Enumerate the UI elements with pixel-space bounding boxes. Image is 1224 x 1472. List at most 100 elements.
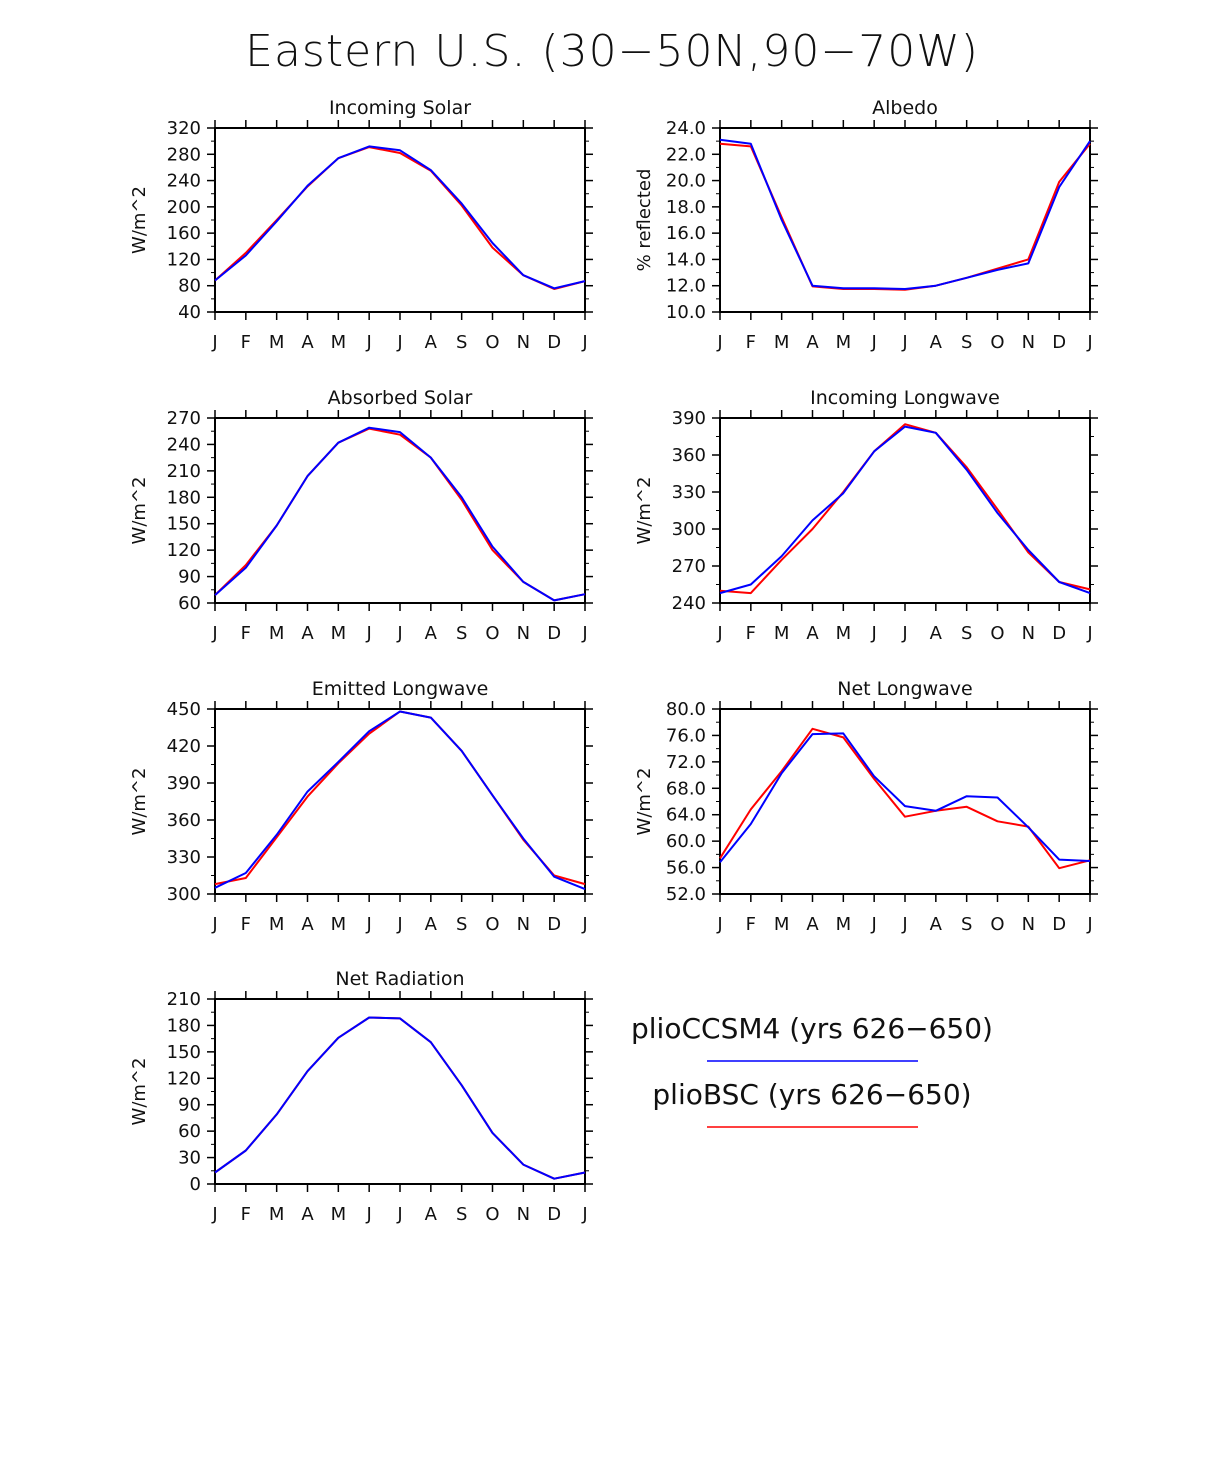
panel-net-longwave-xtick-label: F	[746, 914, 756, 935]
panel-net-longwave-ytick-label: 56.0	[666, 858, 706, 879]
panel-albedo-xtick-label: J	[1086, 332, 1092, 353]
panel-absorbed-solar-ytick-label: 120	[167, 540, 201, 561]
panel-incoming-solar-ytick-label: 40	[178, 302, 201, 323]
panel-incoming-longwave-xtick-label: A	[930, 623, 943, 644]
panel-incoming-longwave-xtick-label: J	[871, 623, 877, 644]
panel-emitted-longwave-frame	[214, 708, 586, 895]
panel-net-longwave-ytick-label: 80.0	[666, 699, 706, 720]
panel-net-radiation-series-plioccsm4-yrs-626-650	[214, 1016, 586, 1180]
panel-emitted-longwave-xtick-label: M	[269, 914, 285, 935]
panel-emitted-longwave-ytick-label: 390	[167, 773, 201, 794]
panel-emitted-longwave-xtick-label: O	[485, 914, 499, 935]
panel-net-longwave-xtick-label: J	[716, 914, 722, 935]
panel-incoming-solar-xtick-label: N	[517, 332, 530, 353]
panel-emitted-longwave-xtick-label: A	[425, 914, 438, 935]
panel-net-longwave-series-plioccsm4-yrs-626-650	[719, 732, 1091, 863]
panel-net-radiation-title: Net Radiation	[335, 968, 464, 990]
panel-incoming-longwave-series-pliobsc-yrs-626-650	[719, 423, 1091, 595]
figure-title: Eastern U.S. (30−50N,90−70W)	[245, 26, 979, 77]
panel-net-longwave-xtick-label: D	[1052, 914, 1066, 935]
panel-absorbed-solar-ytick-label: 210	[167, 461, 201, 482]
panel-absorbed-solar-xtick-label: S	[456, 623, 467, 644]
panel-albedo-series-plioccsm4-yrs-626-650	[719, 138, 1091, 290]
panel-net-longwave-ytick-label: 64.0	[666, 805, 706, 826]
panel-incoming-longwave-ytick-label: 240	[672, 593, 706, 614]
panel-emitted-longwave-series-plioccsm4-yrs-626-650	[214, 710, 586, 891]
panel-emitted-longwave-xtick-label: S	[456, 914, 467, 935]
panel-net-radiation-xtick-label: J	[396, 1204, 402, 1225]
panel-emitted-longwave-title: Emitted Longwave	[312, 678, 489, 700]
panel-incoming-solar-xtick-label: A	[425, 332, 438, 353]
panel-net-longwave-frame	[719, 708, 1091, 895]
panel-incoming-longwave-xtick-label: N	[1022, 623, 1035, 644]
panel-emitted-longwave-xtick-label: J	[581, 914, 587, 935]
panel-net-radiation-xtick-label: S	[456, 1204, 467, 1225]
panel-albedo-ylabel: % reflected	[634, 169, 655, 272]
panel-incoming-solar-xtick-label: O	[485, 332, 499, 353]
panel-albedo-xtick-label: N	[1022, 332, 1035, 353]
panel-net-longwave-ytick-label: 60.0	[666, 831, 706, 852]
panel-incoming-solar-xtick-label: J	[396, 332, 402, 353]
panel-net-radiation-series-pliobsc-yrs-626-650	[214, 1016, 586, 1180]
panel-albedo-ytick-label: 12.0	[666, 276, 706, 297]
panel-albedo-xtick-label: M	[774, 332, 790, 353]
panel-incoming-solar-xtick-label: J	[366, 332, 372, 353]
panel-net-radiation-xtick-label: A	[425, 1204, 438, 1225]
panel-albedo-ytick-label: 14.0	[666, 249, 706, 270]
panel-absorbed-solar-xtick-label: M	[269, 623, 285, 644]
panel-incoming-solar-xtick-label: M	[269, 332, 285, 353]
panel-net-radiation-ytick-label: 120	[167, 1068, 201, 1089]
panel-absorbed-solar-xtick-label: A	[425, 623, 438, 644]
panel-albedo-frame	[719, 127, 1091, 313]
panel-net-longwave-ytick-label: 68.0	[666, 778, 706, 799]
panel-incoming-solar-ylabel: W/m^2	[129, 186, 150, 254]
panel-albedo-xtick-label: S	[961, 332, 972, 353]
panel-absorbed-solar-xtick-label: N	[517, 623, 530, 644]
panel-net-radiation-frame	[214, 998, 586, 1185]
panel-net-longwave-xtick-label: M	[836, 914, 852, 935]
panel-incoming-solar-series-pliobsc-yrs-626-650	[214, 146, 586, 290]
panel-net-longwave-xtick-label: O	[990, 914, 1004, 935]
panel-net-radiation-xtick-label: M	[269, 1204, 285, 1225]
panel-net-radiation-ytick-label: 60	[178, 1121, 201, 1142]
panel-absorbed-solar-xtick-label: D	[547, 623, 561, 644]
panel-net-longwave-xtick-label: J	[871, 914, 877, 935]
panel-net-longwave-ytick-label: 72.0	[666, 752, 706, 773]
panel-albedo-series-pliobsc-yrs-626-650	[719, 142, 1091, 291]
legend: plioCCSM4 (yrs 626−650) plioBSC (yrs 626−…	[631, 1012, 993, 1128]
panel-albedo-ytick-label: 10.0	[666, 302, 706, 323]
panel-absorbed-solar-xtick-label: J	[581, 623, 587, 644]
panel-albedo-ytick-label: 22.0	[666, 144, 706, 165]
panel-emitted-longwave-ytick-label: 420	[167, 736, 201, 757]
panel-net-longwave: J F M A M J J A S O N D J52.056.060.064.068.072.076.…	[634, 678, 1098, 935]
panel-net-longwave-xtick-label: J	[1086, 914, 1092, 935]
panel-incoming-longwave-series-plioccsm4-yrs-626-650	[719, 425, 1091, 595]
panel-net-radiation-xtick-label: D	[547, 1204, 561, 1225]
panel-incoming-solar-xtick-label: J	[581, 332, 587, 353]
legend-label-plioccsm4-yrs-626-650: plioCCSM4 (yrs 626−650)	[631, 1012, 993, 1045]
panel-incoming-longwave-ytick-label: 360	[672, 445, 706, 466]
panel-albedo: J F M A M J J A S O N D J10.012.014.016.018.020.022.…	[634, 97, 1098, 353]
panel-albedo-xtick-label: A	[806, 332, 819, 353]
panel-net-radiation-ytick-label: 30	[178, 1148, 201, 1169]
panel-incoming-solar-xtick-label: F	[241, 332, 251, 353]
panel-net-longwave-ytick-label: 76.0	[666, 725, 706, 746]
panel-incoming-longwave-ytick-label: 270	[672, 556, 706, 577]
panel-incoming-solar-ytick-label: 120	[167, 249, 201, 270]
panel-incoming-solar-series-plioccsm4-yrs-626-650	[214, 145, 586, 290]
panel-incoming-solar-ytick-label: 320	[167, 118, 201, 139]
panel-albedo-title: Albedo	[872, 97, 938, 119]
panel-net-radiation-xtick-label: F	[241, 1204, 251, 1225]
panel-albedo-ytick-label: 20.0	[666, 171, 706, 192]
panel-absorbed-solar-xtick-label: A	[301, 623, 314, 644]
panel-absorbed-solar-title: Absorbed Solar	[328, 387, 473, 409]
panel-absorbed-solar-series-pliobsc-yrs-626-650	[214, 427, 586, 602]
panel-net-longwave-xtick-label: A	[930, 914, 943, 935]
panel-absorbed-solar-ytick-label: 150	[167, 514, 201, 535]
panel-net-longwave-title: Net Longwave	[837, 678, 973, 700]
panel-absorbed-solar-ytick-label: 60	[178, 593, 201, 614]
panel-incoming-solar-ytick-label: 240	[167, 171, 201, 192]
